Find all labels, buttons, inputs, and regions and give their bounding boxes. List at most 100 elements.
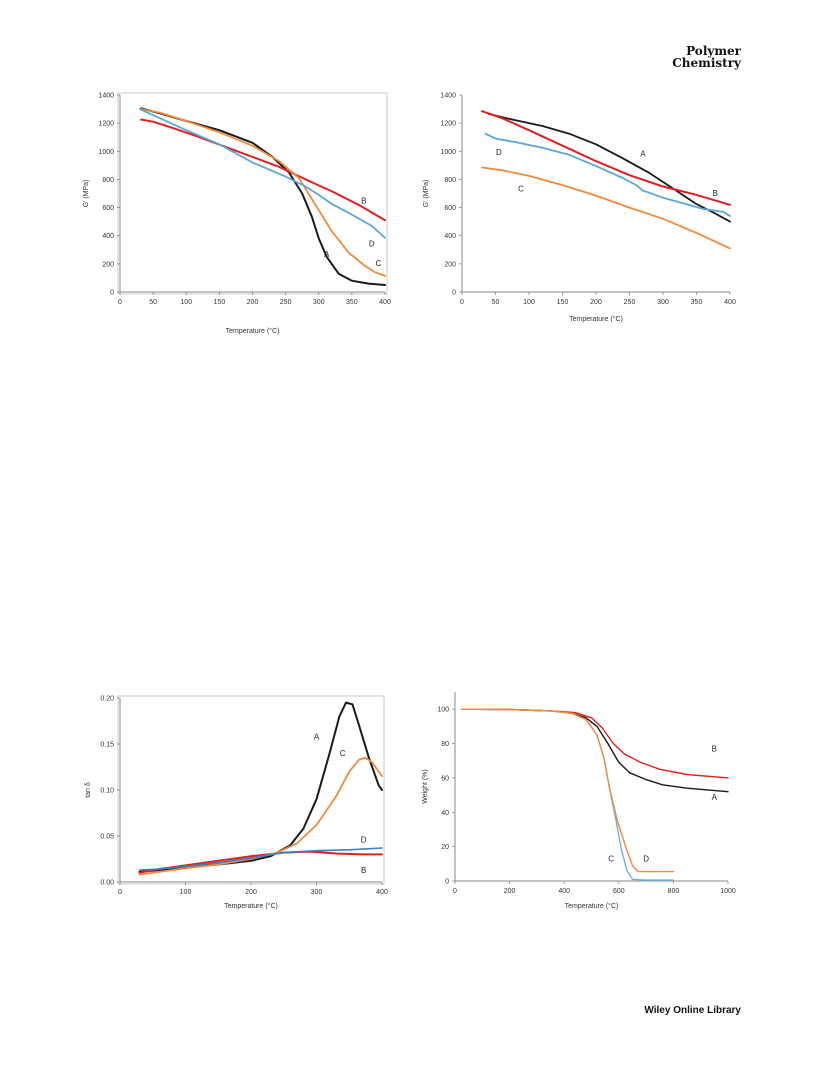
y-tick-label: 100 <box>437 707 449 714</box>
series-line-c <box>140 108 386 277</box>
x-tick-label: 400 <box>379 299 391 306</box>
y-tick-label: 1000 <box>440 149 456 156</box>
x-tick-label: 150 <box>557 299 569 306</box>
x-tick-label: 100 <box>180 889 192 896</box>
x-tick-label: 50 <box>149 299 157 306</box>
x-axis-label: Temperature (°C) <box>565 902 619 910</box>
y-tick-label: 0.10 <box>100 788 114 795</box>
x-tick-label: 400 <box>724 299 736 306</box>
tan-delta-chart: 0 100 200 300 400 0.00 0.05 0.10 0.15 0.20 Tempera… <box>85 695 388 910</box>
series-line-b <box>140 118 386 222</box>
y-tick-label: 400 <box>444 233 456 240</box>
series-label-b: B <box>361 197 366 206</box>
series-line-d <box>139 108 386 239</box>
series-line-d <box>138 847 383 871</box>
series-label-b: B <box>713 189 718 198</box>
y-tick-label: 1200 <box>98 121 114 128</box>
storage-modulus-chart-left: 0 50 100 150 200 250 300 350 400 0 200 400 600 800 100… <box>83 92 391 335</box>
x-tick-label: 50 <box>492 299 500 306</box>
x-tick-label: 0 <box>118 299 122 306</box>
y-tick-label: 0 <box>445 879 449 886</box>
y-tick-label: 0.00 <box>100 880 114 887</box>
series-line-d <box>461 708 675 873</box>
journal-name-line2: Chemistry <box>672 56 741 70</box>
footer-library: Wiley Online Library <box>644 1005 741 1016</box>
series-label-d: D <box>643 855 649 864</box>
series-line-a <box>487 113 731 223</box>
x-tick-label: 400 <box>376 889 388 896</box>
y-tick-label: 800 <box>444 177 456 184</box>
x-tick-label: 300 <box>657 299 669 306</box>
y-tick-label: 600 <box>444 205 456 212</box>
series-label-d: D <box>496 148 502 157</box>
y-tick-label: 1400 <box>440 93 456 100</box>
x-tick-label: 200 <box>245 889 257 896</box>
journal-brand: Polymer Chemistry <box>672 45 741 69</box>
series-label-d: D <box>361 836 367 845</box>
y-tick-label: 1400 <box>98 93 114 100</box>
x-tick-label: 250 <box>624 299 636 306</box>
x-tick-label: 300 <box>311 889 323 896</box>
y-tick-label: 600 <box>102 205 114 212</box>
x-axis-label: Temperature (°C) <box>226 327 280 335</box>
series-label-c: C <box>375 259 381 268</box>
x-tick-label: 800 <box>668 888 680 895</box>
series-line-b <box>461 708 729 779</box>
x-tick-label: 150 <box>214 299 226 306</box>
x-tick-label: 350 <box>691 299 703 306</box>
x-axis-label: Temperature (°C) <box>569 315 623 323</box>
x-tick-label: 100 <box>180 299 192 306</box>
y-tick-label: 20 <box>441 844 449 851</box>
y-tick-label: 0 <box>452 290 456 297</box>
storage-modulus-chart-right: 0 50 100 150 200 250 300 350 400 0 200 400 600 800 100… <box>423 93 736 324</box>
series-label-a: A <box>712 793 718 802</box>
series-line-b <box>481 110 731 206</box>
y-tick-label: 60 <box>441 775 449 782</box>
x-tick-label: 0 <box>453 888 457 895</box>
x-tick-label: 0 <box>118 889 122 896</box>
y-axis-label: Weight (%) <box>422 769 429 804</box>
journal-name-line1: Polymer <box>686 44 741 58</box>
series-label-b: B <box>712 745 717 754</box>
series-line-a <box>138 701 383 873</box>
x-tick-label: 100 <box>523 299 535 306</box>
x-tick-label: 1000 <box>720 888 736 895</box>
x-tick-label: 300 <box>313 299 325 306</box>
x-tick-label: 200 <box>590 299 602 306</box>
y-tick-label: 40 <box>441 810 449 817</box>
weight-loss-chart: 0 200 400 600 800 1000 0 20 40 60 80 100 Temperature… <box>422 692 736 910</box>
series-line-a <box>140 107 386 286</box>
series-label-c: C <box>608 855 614 864</box>
x-tick-label: 400 <box>558 888 570 895</box>
series-label-d: D <box>369 239 375 248</box>
y-tick-label: 800 <box>102 177 114 184</box>
y-tick-label: 1000 <box>98 149 114 156</box>
y-tick-label: 0.05 <box>100 834 114 841</box>
x-tick-label: 600 <box>613 888 625 895</box>
y-tick-label: 0.20 <box>100 696 114 703</box>
y-axis-label: G' (MPa) <box>83 180 90 208</box>
x-tick-label: 200 <box>247 299 259 306</box>
series-label-c: C <box>518 185 524 194</box>
y-axis-label: tan δ <box>85 782 92 798</box>
x-tick-label: 250 <box>280 299 292 306</box>
x-tick-label: 350 <box>346 299 358 306</box>
series-label-a: A <box>640 149 646 158</box>
x-axis-label: Temperature (°C) <box>224 902 278 910</box>
y-tick-label: 0.15 <box>100 742 114 749</box>
series-label-a: A <box>324 250 330 259</box>
x-tick-label: 0 <box>460 299 464 306</box>
y-tick-label: 200 <box>102 261 114 268</box>
series-line-c <box>481 166 731 250</box>
series-line-c <box>461 708 675 881</box>
series-line-d <box>484 132 731 217</box>
y-tick-label: 400 <box>102 233 114 240</box>
y-tick-label: 80 <box>441 741 449 748</box>
y-tick-label: 1200 <box>440 121 456 128</box>
y-axis-label: G' (MPa) <box>423 180 430 208</box>
series-label-c: C <box>340 749 346 758</box>
y-tick-label: 200 <box>444 261 456 268</box>
series-label-a: A <box>314 733 320 742</box>
x-tick-label: 200 <box>504 888 516 895</box>
y-tick-label: 0 <box>110 290 114 297</box>
